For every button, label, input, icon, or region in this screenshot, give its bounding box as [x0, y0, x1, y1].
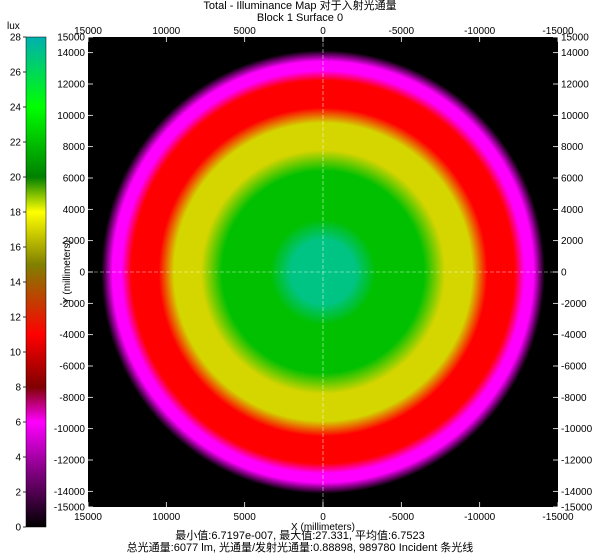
colorbar-tick-label: 4 — [15, 453, 21, 464]
stats-line: 最小值:6.7197e-007, 最大值:27.331, 平均值:6.7523 — [175, 530, 425, 542]
colorbar-tick-label: 24 — [10, 103, 22, 114]
y-tick-label-right: -4000 — [561, 330, 587, 341]
y-tick-label-left: -14000 — [54, 487, 86, 498]
x-tick-label-bottom: -5000 — [389, 512, 415, 523]
colorbar-tick-label: 12 — [10, 313, 22, 324]
y-tick-label-right: 12000 — [561, 80, 589, 91]
y-tick-label-right: 10000 — [561, 111, 589, 122]
x-tick-label-bottom: 0 — [320, 512, 326, 523]
x-tick-label-top: -10000 — [464, 26, 496, 37]
x-tick-label-top: 15000 — [74, 26, 102, 37]
x-axis-top-ticks: 15000 10000 5000 0 -5000 -10000 -15000 — [74, 26, 574, 42]
x-tick-label-top: -15000 — [542, 26, 574, 37]
y-tick-label-right: -6000 — [561, 362, 587, 373]
flux-line: 总光通量:6077 lm, 光通量/发射光通量:0.88898, 989780 … — [126, 542, 474, 554]
x-tick-label-top: 10000 — [152, 26, 180, 37]
y-tick-label-left: 0 — [79, 268, 85, 279]
y-tick-label-left: 4000 — [63, 205, 86, 216]
y-axis-label: Y (millimeters) — [62, 240, 73, 304]
y-tick-label-left: 14000 — [57, 48, 85, 59]
x-axis-bottom-ticks: 15000 10000 5000 0 -5000 -10000 -15000 — [74, 502, 574, 523]
y-tick-label-left: -2000 — [59, 299, 85, 310]
y-tick-label-right: 14000 — [561, 48, 589, 59]
y-tick-label-left: -8000 — [59, 393, 85, 404]
x-tick-label-top: 5000 — [234, 26, 257, 37]
colorbar-tick-label: 14 — [10, 278, 22, 289]
colorbar-tick-label: 20 — [10, 173, 22, 184]
y-tick-label-right: 4000 — [561, 205, 584, 216]
y-tick-label-left: 12000 — [57, 80, 85, 91]
y-tick-label-right: 0 — [561, 268, 567, 279]
grid-lines — [88, 37, 558, 507]
y-tick-label-right: -15000 — [561, 503, 593, 514]
y-tick-label-right: -14000 — [561, 487, 593, 498]
colorbar-tick-label: 6 — [15, 418, 21, 429]
chart-title: Total - Illuminance Map 对于入射光通量 — [203, 0, 397, 12]
colorbar-tick-label: 18 — [10, 208, 22, 219]
y-tick-label-left: -10000 — [54, 424, 86, 435]
y-tick-label-left: 15000 — [57, 33, 85, 44]
y-tick-label-left: 10000 — [57, 111, 85, 122]
colorbar-tick-label: 22 — [10, 138, 22, 149]
x-axis-label: X (millimeters) — [291, 522, 355, 533]
y-axis-left-ticks: 15000 14000 12000 10000 8000 6000 4000 2000 0 -20… — [54, 33, 93, 514]
y-tick-label-right: 6000 — [561, 174, 584, 185]
y-axis-right-ticks: 15000 14000 12000 10000 8000 6000 4000 2000 0 -20… — [553, 33, 593, 514]
colorbar-tick-label: 0 — [15, 523, 21, 534]
x-tick-label-bottom: -15000 — [542, 512, 574, 523]
y-tick-label-left: -12000 — [54, 456, 86, 467]
chart-subtitle: Block 1 Surface 0 — [256, 12, 344, 24]
x-tick-label-bottom: 15000 — [74, 512, 102, 523]
x-tick-label-bottom: -10000 — [464, 512, 496, 523]
colorbar-tick-label: 26 — [10, 68, 22, 79]
y-tick-label-left: 2000 — [63, 236, 86, 247]
y-tick-label-right: -8000 — [561, 393, 587, 404]
y-tick-label-right: 8000 — [561, 142, 584, 153]
colorbar-tick-label: 28 — [10, 33, 22, 44]
y-tick-label-left: 6000 — [63, 174, 86, 185]
y-tick-label-left: -4000 — [59, 330, 85, 341]
y-tick-label-right: -12000 — [561, 456, 593, 467]
x-tick-label-bottom: 5000 — [234, 512, 257, 523]
x-tick-label-top: -5000 — [389, 26, 415, 37]
y-tick-label-left: -15000 — [54, 503, 86, 514]
y-tick-label-left: -6000 — [59, 362, 85, 373]
y-tick-label-right: 15000 — [561, 33, 589, 44]
y-tick-label-left: 8000 — [63, 142, 86, 153]
colorbar-tick-label: 10 — [10, 348, 22, 359]
colorbar-tick-label: 2 — [15, 488, 21, 499]
colorbar — [25, 36, 47, 528]
colorbar-unit-label: lux — [7, 21, 20, 32]
y-tick-label-right: -2000 — [561, 299, 587, 310]
x-tick-label-top: 0 — [320, 26, 326, 37]
colorbar-tick-label: 16 — [10, 243, 22, 254]
x-tick-label-bottom: 10000 — [152, 512, 180, 523]
y-tick-label-right: 2000 — [561, 236, 584, 247]
colorbar-tick-label: 8 — [15, 383, 21, 394]
y-tick-label-right: -10000 — [561, 424, 593, 435]
